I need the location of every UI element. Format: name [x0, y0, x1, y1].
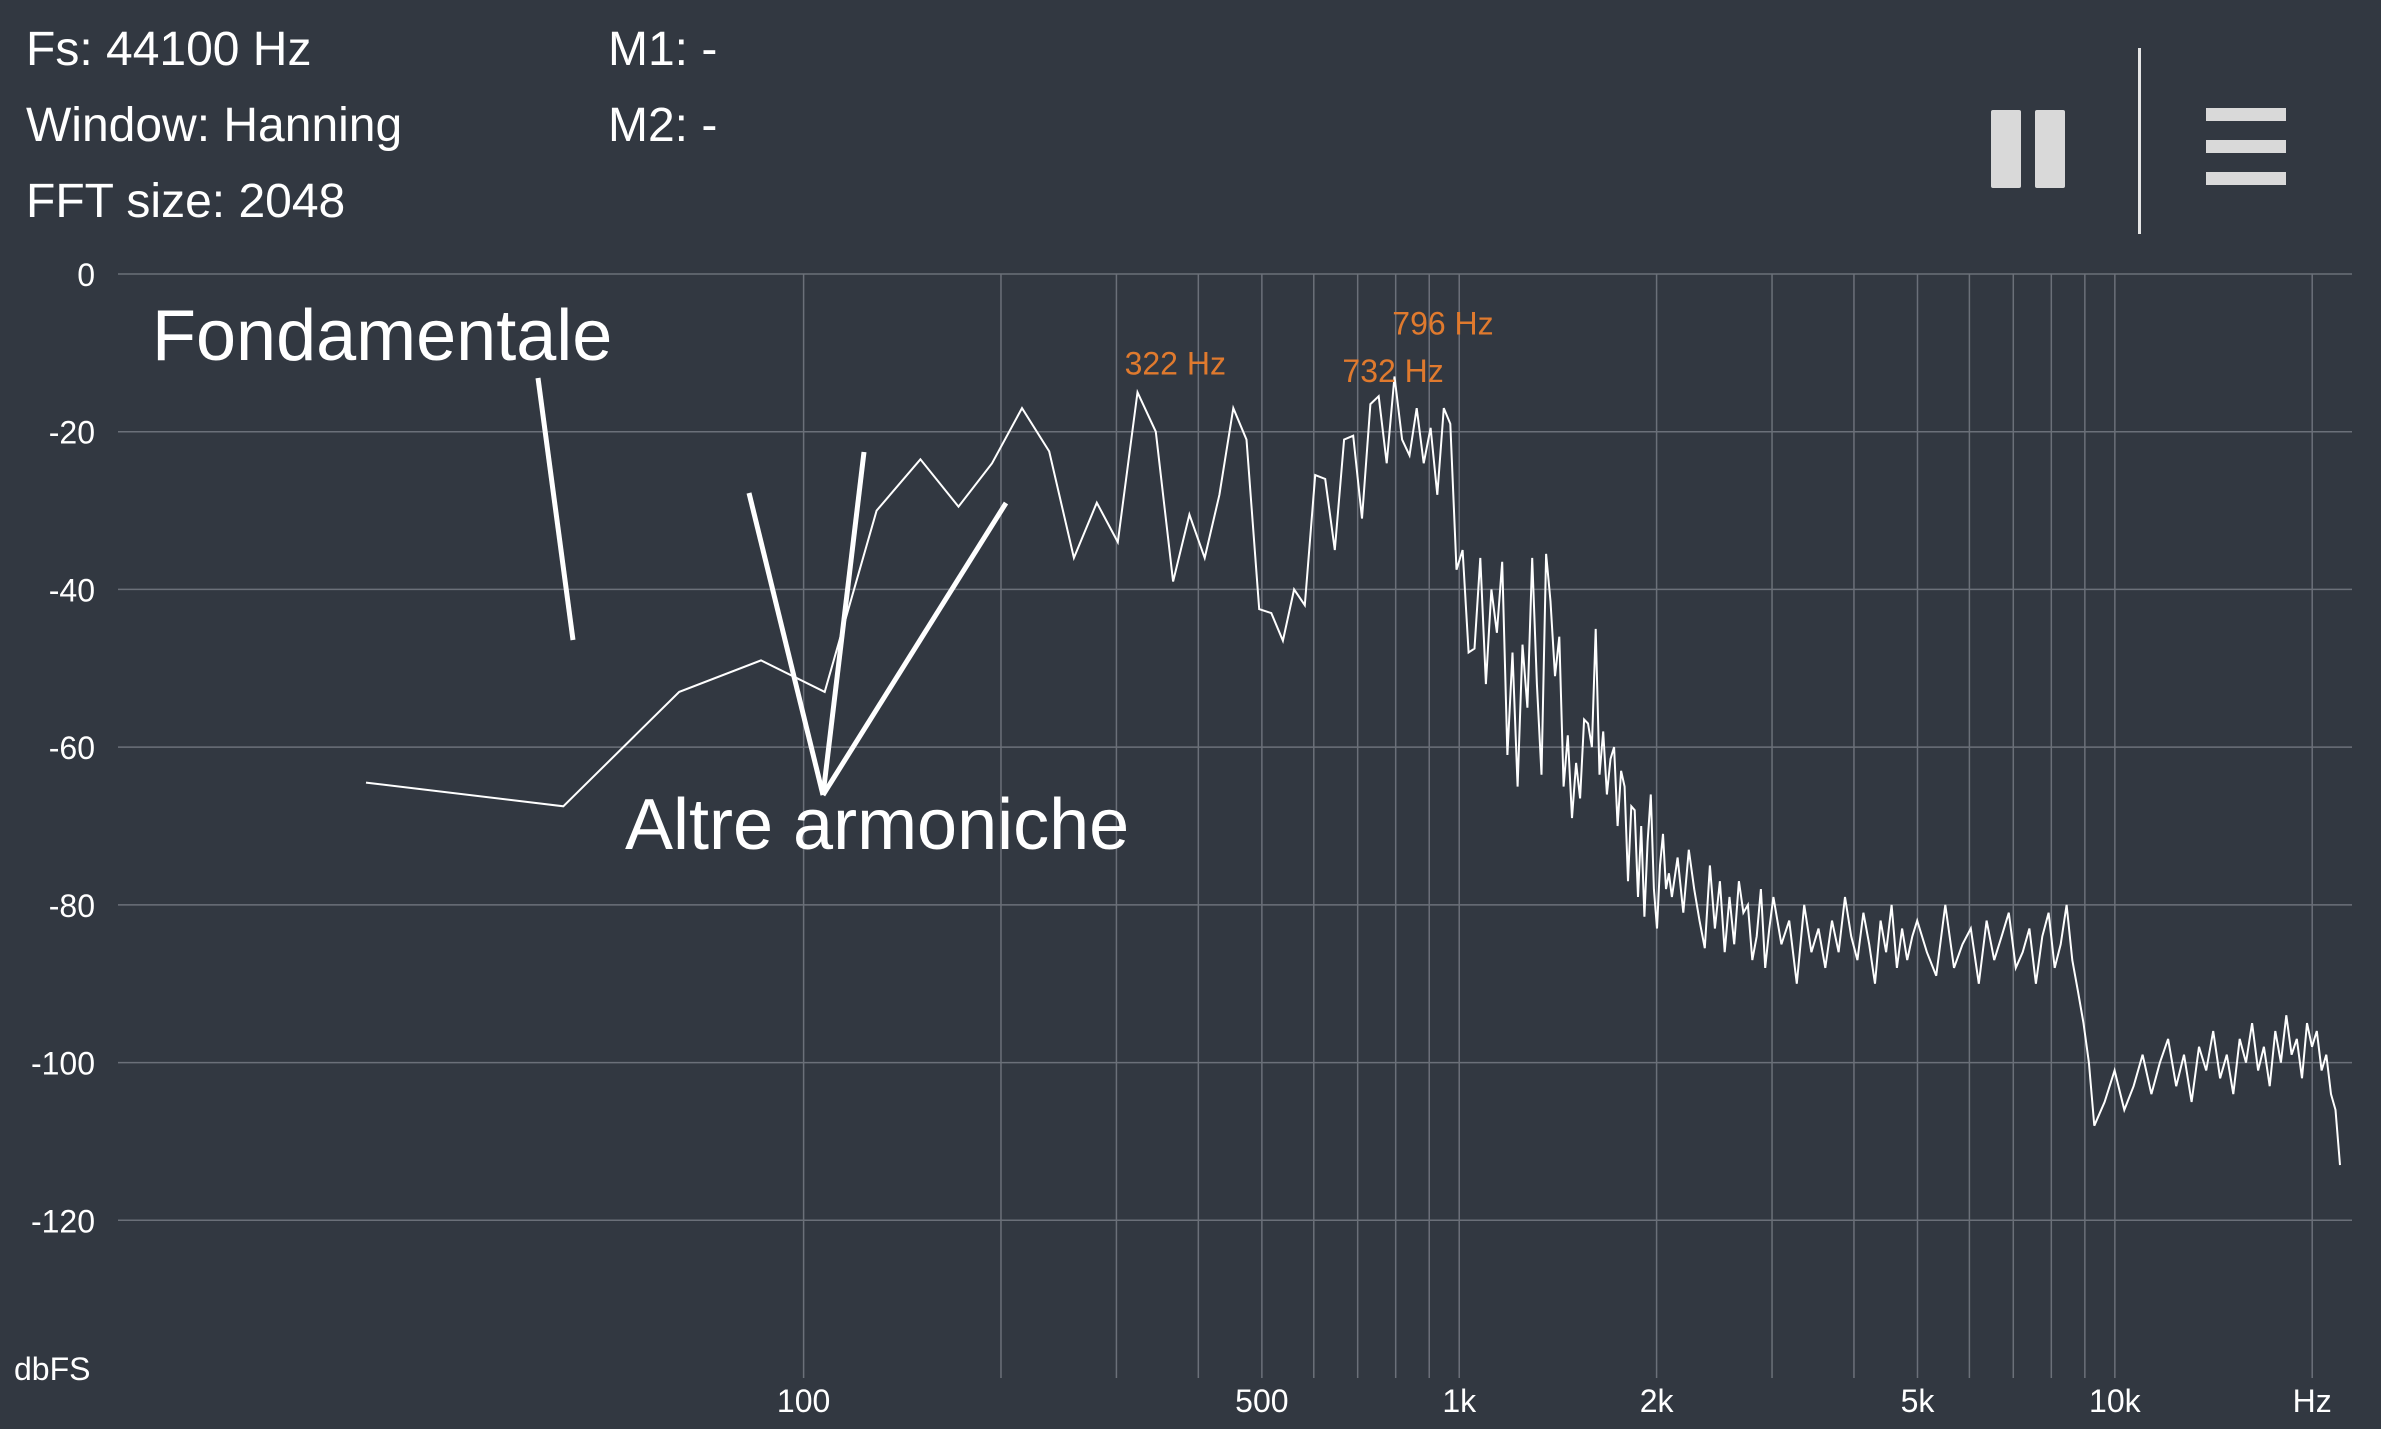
- y-tick-label: -40: [49, 572, 95, 608]
- spectrum-trace: [365, 376, 2341, 1166]
- marker1-text: M1: -: [608, 23, 718, 76]
- window-type-text: Window: Hanning: [26, 99, 403, 152]
- x-tick-label: Hz: [2293, 1383, 2332, 1419]
- toolbar-divider: [2138, 48, 2141, 234]
- peak-label: 796 Hz: [1392, 306, 1493, 342]
- annotation-fundamental-arrow: [535, 377, 576, 641]
- annotation-harmonics-arrow-3: [820, 501, 1009, 797]
- annotation-fundamental-text: Fondamentale: [152, 296, 612, 376]
- y-tick-label: -60: [49, 730, 95, 766]
- x-tick-label: 10k: [2089, 1383, 2142, 1419]
- y-tick-label: -80: [49, 888, 95, 924]
- pause-button[interactable]: [1985, 100, 2071, 196]
- x-tick-label: 5k: [1901, 1383, 1936, 1419]
- y-tick-label: -20: [49, 415, 95, 451]
- x-tick-label: 1k: [1442, 1383, 1477, 1419]
- fft-size-text: FFT size: 2048: [26, 175, 346, 228]
- status-panel: Fs: 44100 Hz Window: Hanning FFT size: 2…: [26, 12, 402, 240]
- x-tick-label: 2k: [1640, 1383, 1675, 1419]
- peak-label: 322 Hz: [1125, 345, 1226, 381]
- menu-button[interactable]: [2200, 100, 2286, 196]
- x-axis-ticks: 100 500 1k 2k 5k 10k Hz: [777, 1383, 2332, 1419]
- peak-labels: 322 Hz 732 Hz 796 Hz: [1125, 306, 1494, 390]
- annotation-fundamental: Fondamentale: [152, 296, 612, 641]
- annotation-harmonics: Altre armoniche: [625, 451, 1129, 865]
- x-tick-label: 100: [777, 1383, 830, 1419]
- y-axis-ticks: 0 -20 -40 -60 -80 -100 -120: [31, 257, 95, 1239]
- y-axis-label: dbFS: [14, 1351, 90, 1387]
- marker2-text: M2: -: [608, 99, 718, 152]
- y-tick-label: -120: [31, 1203, 95, 1239]
- x-tick-label: 500: [1235, 1383, 1288, 1419]
- sample-rate-text: Fs: 44100 Hz: [26, 23, 312, 76]
- annotation-harmonics-arrow-2: [820, 451, 867, 796]
- grid-lines: [118, 273, 2352, 1378]
- peak-label: 732 Hz: [1342, 353, 1443, 389]
- y-tick-label: 0: [77, 257, 95, 293]
- y-tick-label: -100: [31, 1046, 95, 1082]
- annotation-harmonics-text: Altre armoniche: [625, 785, 1129, 865]
- marker-panel: M1: - M2: -: [608, 12, 717, 164]
- annotation-harmonics-arrow-1: [746, 492, 826, 796]
